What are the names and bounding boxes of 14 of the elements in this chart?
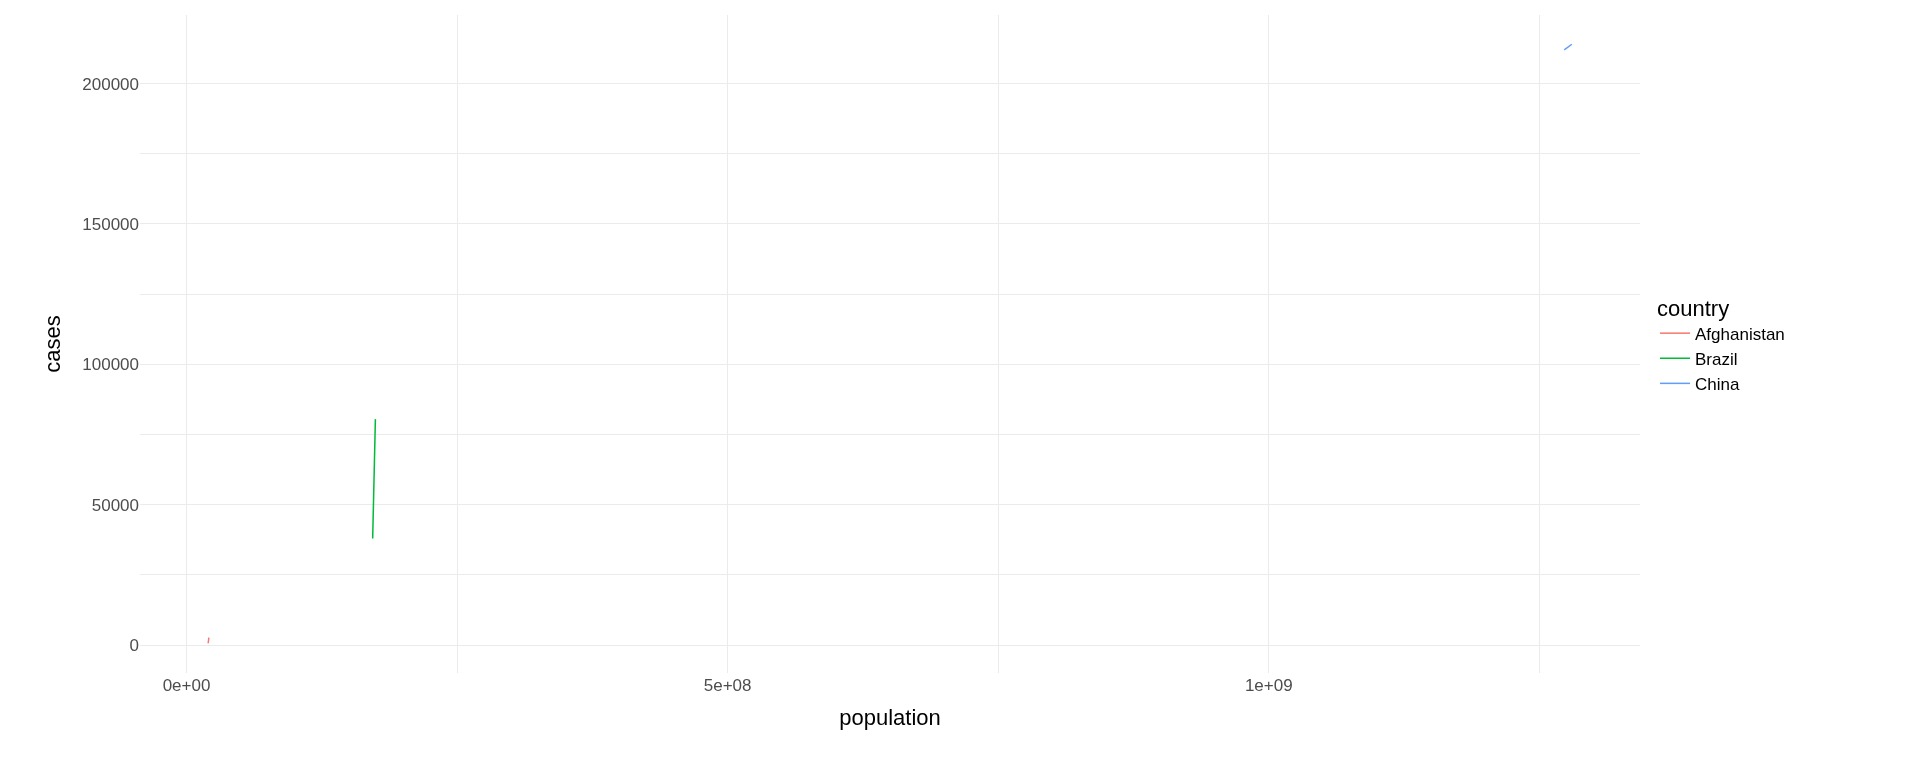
y-tick-label: 100000 [82, 355, 139, 375]
legend-title: country [1657, 295, 1730, 321]
y-tick-label: 50000 [91, 495, 139, 515]
x-tick-label: 5e+08 [703, 676, 752, 695]
legend-label: China [1695, 374, 1740, 394]
x-tick-label: 0e+00 [162, 676, 211, 695]
legend-label: Afghanistan [1695, 324, 1785, 344]
y-tick-label: 0 [129, 636, 139, 656]
y-tick-label: 150000 [82, 214, 139, 234]
x-tick-label: 1e+09 [1244, 676, 1293, 695]
legend-label: Brazil [1695, 349, 1738, 369]
x-axis-title: population [839, 704, 941, 730]
y-tick-label: 200000 [82, 74, 139, 94]
y-axis-title: cases [40, 315, 66, 373]
